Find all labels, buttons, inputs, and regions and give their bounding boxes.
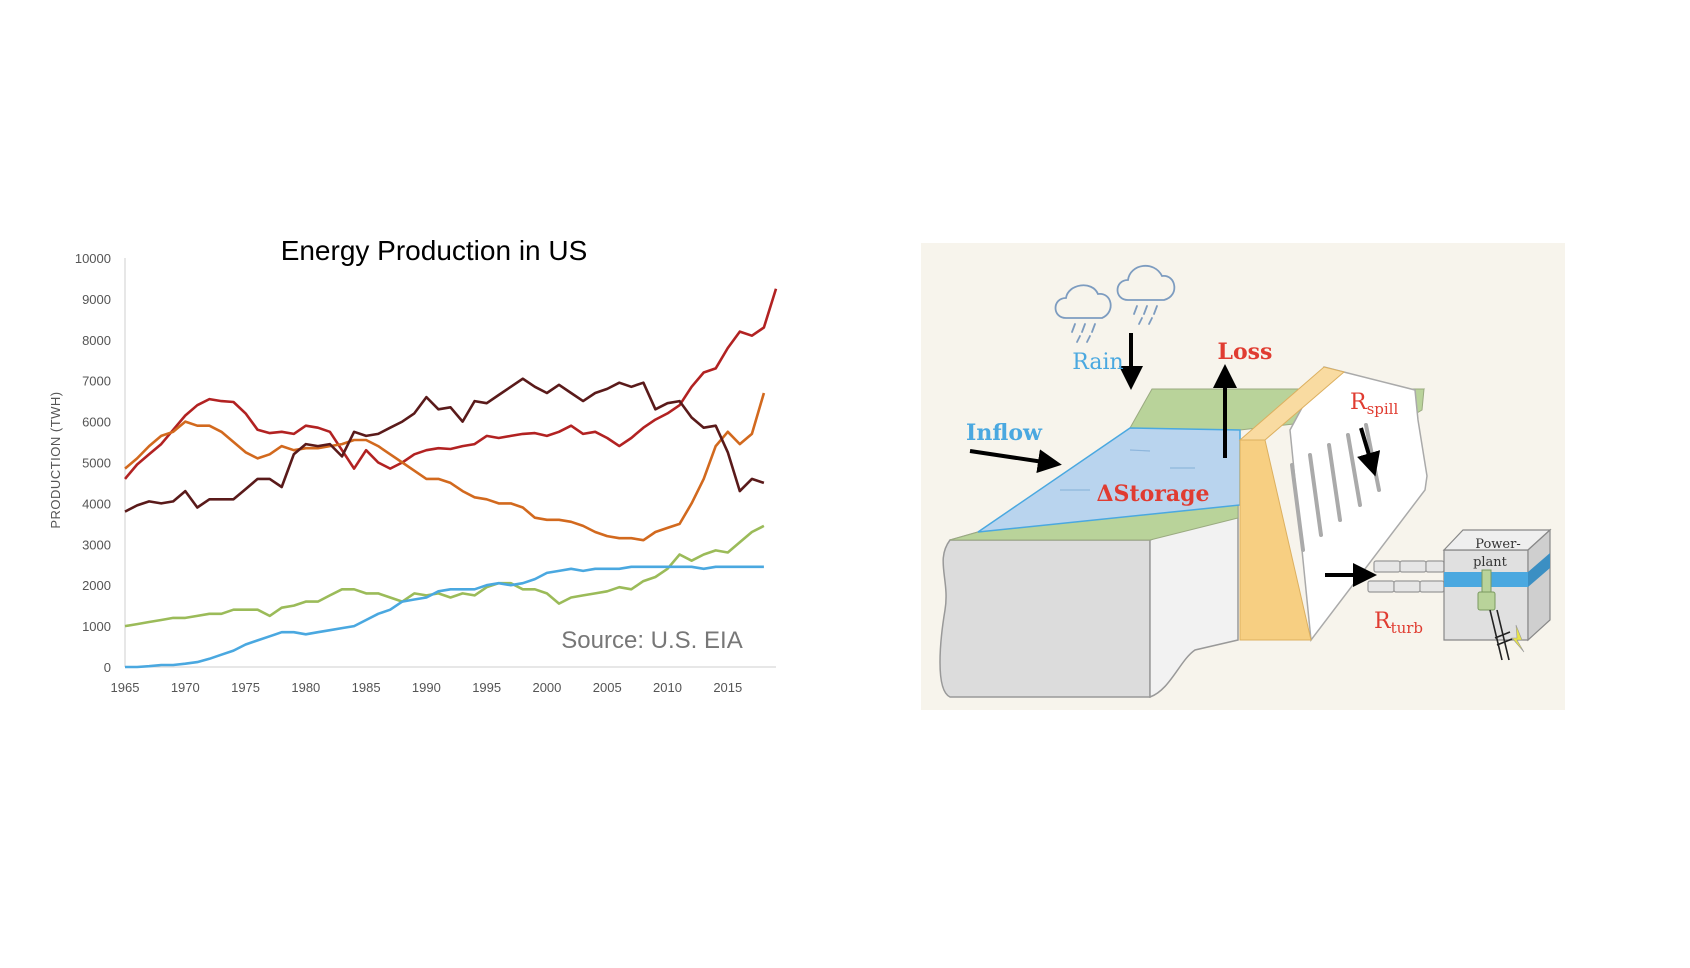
series-line-5 xyxy=(125,565,764,669)
r-turb-label: Rturb xyxy=(1374,609,1423,637)
powerplant-label-line1: Power- xyxy=(1475,537,1520,552)
y-tick-label: 10000 xyxy=(75,251,111,266)
series-line-2 xyxy=(124,392,766,542)
chart-title: Energy Production in US xyxy=(281,235,588,266)
water-ripple xyxy=(1129,449,1151,452)
x-tick-label: 2010 xyxy=(653,680,682,695)
chart-series xyxy=(124,288,778,669)
x-tick-label: 1970 xyxy=(171,680,200,695)
x-tick-label: 1985 xyxy=(352,680,381,695)
y-axis-label: PRODUCTION (TWH) xyxy=(48,391,63,528)
powerplant-box: Power- plant xyxy=(1442,528,1552,642)
y-tick-label: 1000 xyxy=(82,619,111,634)
chart-axes: 0 1000 2000 3000 4000 5000 6000 7000 8000 9000 100… xyxy=(75,251,776,695)
x-tick-label: 1975 xyxy=(231,680,260,695)
y-tick-label: 7000 xyxy=(82,374,111,389)
x-tick-label: 2000 xyxy=(532,680,561,695)
x-tick-label: 1965 xyxy=(111,680,140,695)
spill-arrow xyxy=(1357,427,1381,477)
series-line-3 xyxy=(124,377,765,513)
y-tick-label: 8000 xyxy=(82,333,111,348)
x-tick-label: 1995 xyxy=(472,680,501,695)
y-tick-label: 2000 xyxy=(82,578,111,593)
rain-cloud-icon xyxy=(1054,265,1176,319)
y-tick-label: 0 xyxy=(104,660,111,675)
series-line-1 xyxy=(124,288,778,480)
power-line-icon xyxy=(1489,609,1513,661)
x-tick-label: 2015 xyxy=(713,680,742,695)
y-tick-label: 9000 xyxy=(82,292,111,307)
x-tick-label: 1990 xyxy=(412,680,441,695)
inflow-label: Inflow xyxy=(966,420,1043,446)
loss-label: Loss xyxy=(1218,339,1273,365)
storage-label: ΔStorage xyxy=(1096,481,1209,507)
x-tick-label: 1980 xyxy=(291,680,320,695)
y-tick-label: 5000 xyxy=(82,456,111,471)
series-line-4 xyxy=(124,524,765,628)
powerplant-label-line2: plant xyxy=(1473,555,1508,570)
x-tick-label: 2005 xyxy=(593,680,622,695)
rain-label: Rain xyxy=(1072,350,1123,375)
ground-block-front xyxy=(939,539,1151,698)
ground-block-side xyxy=(1149,503,1239,699)
reservoir-water xyxy=(977,427,1241,533)
r-spill-label: Rspill xyxy=(1350,390,1398,418)
y-tick-label: 6000 xyxy=(82,415,111,430)
dam-top xyxy=(1238,366,1346,441)
y-tick-label: 3000 xyxy=(82,537,111,552)
y-tick-label: 4000 xyxy=(82,496,111,511)
lightning-icon xyxy=(1511,624,1525,653)
rain-drops-icon xyxy=(1071,305,1158,343)
source-note: Source: U.S. EIA xyxy=(561,627,742,654)
inflow-arrow xyxy=(969,449,1062,474)
